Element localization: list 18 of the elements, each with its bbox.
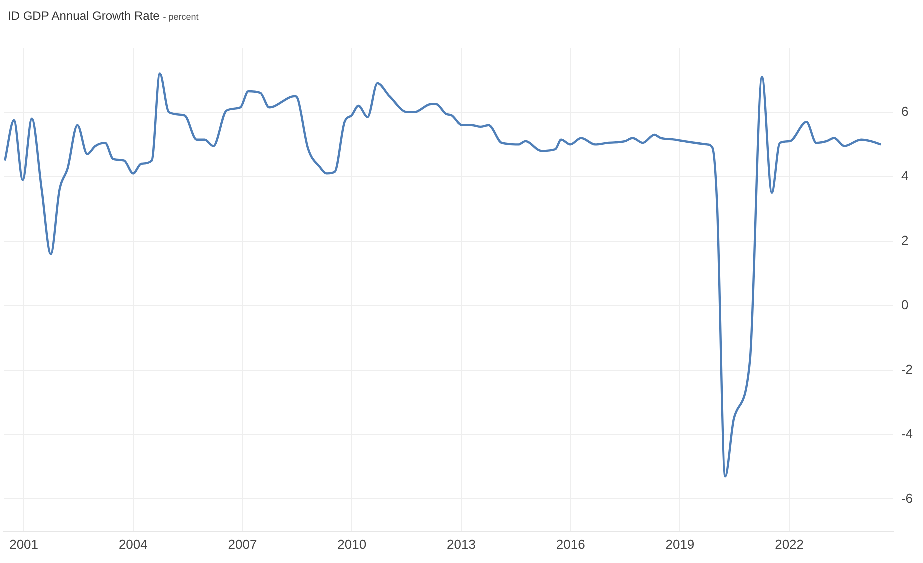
x-tick-label: 2001 [10, 536, 39, 552]
y-tick-label: -6 [901, 490, 914, 506]
x-tick-label: 2019 [666, 536, 695, 552]
line-series [4, 72, 882, 478]
x-tick-label: 2016 [556, 536, 586, 552]
chart-title: ID GDP Annual Growth Rate [8, 9, 160, 23]
chart-subtitle: - percent [163, 12, 199, 22]
x-tick-label: 2004 [118, 536, 148, 552]
y-tick-label: 4 [901, 168, 909, 184]
x-tick-label: 2010 [338, 536, 367, 552]
y-tick-label: 2 [901, 232, 909, 248]
y-tick-label: 6 [901, 104, 909, 120]
y-tick-label: 0 [901, 297, 909, 312]
x-tick-label: 2013 [447, 536, 476, 552]
y-tick-label: -2 [901, 362, 914, 377]
x-tick-label: 2007 [228, 536, 258, 552]
x-tick-label: 2022 [775, 536, 804, 552]
y-tick-label: -4 [901, 426, 914, 442]
